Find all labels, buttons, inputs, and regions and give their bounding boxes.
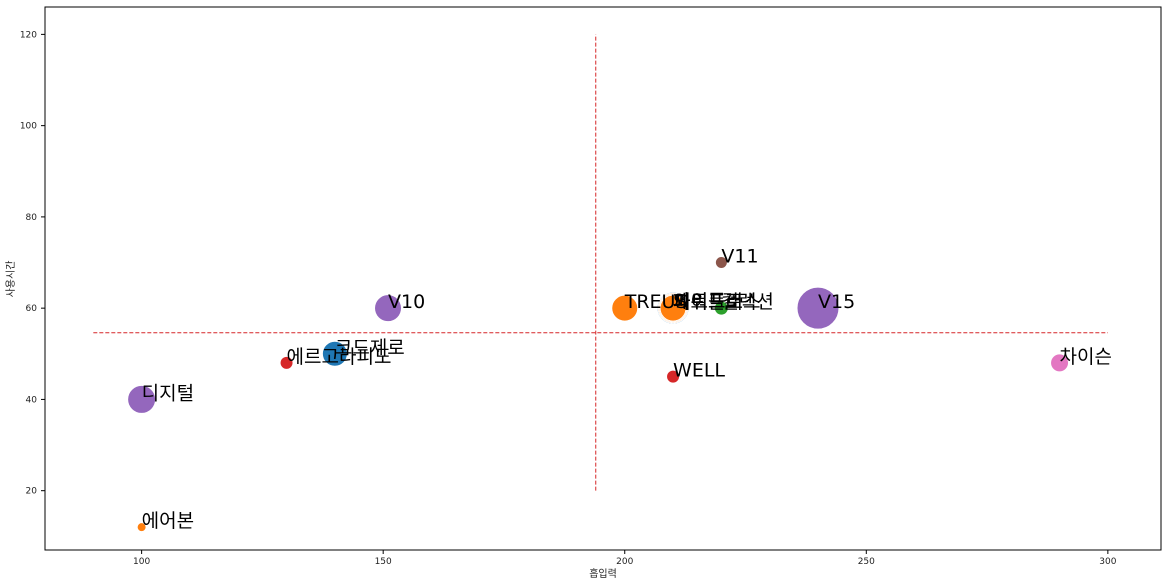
- point-label: 차이슨: [1060, 346, 1112, 368]
- point-label: 제트: [673, 291, 708, 313]
- x-axis-ticks: 100 150 200 250 300: [133, 550, 1117, 567]
- x-tick-label: 200: [616, 557, 633, 567]
- point-label: V10: [388, 291, 425, 313]
- data-point: [796, 286, 840, 330]
- y-axis-ticks: 20 40 60 80 100 120: [20, 30, 45, 497]
- x-axis-title: 흡입력: [589, 567, 617, 580]
- data-point: [714, 256, 728, 270]
- point-label: 에어본: [142, 510, 194, 532]
- point-label: WELL: [673, 360, 725, 382]
- data-point: [1050, 353, 1070, 373]
- y-tick-label: 40: [26, 395, 38, 405]
- plot-frame: [44, 6, 1162, 551]
- point-label: 코드제로: [335, 337, 405, 359]
- data-point: [374, 294, 403, 323]
- point-label: TREUS: [624, 291, 688, 313]
- scatter-points: [127, 256, 1070, 533]
- data-point: [127, 384, 157, 414]
- y-tick-label: 60: [26, 304, 38, 314]
- x-tick-label: 150: [375, 557, 392, 567]
- x-tick-label: 300: [1099, 557, 1116, 567]
- y-tick-label: 80: [26, 213, 38, 223]
- y-tick-label: 100: [20, 122, 37, 132]
- point-label: V15: [818, 291, 855, 313]
- point-label: 와이드: [673, 291, 725, 313]
- point-label: 파워플러스: [673, 291, 760, 313]
- point-label: 컬렉션: [721, 291, 773, 313]
- data-point: [659, 294, 687, 322]
- point-label: 파워프로: [673, 291, 743, 313]
- data-point: [136, 522, 147, 533]
- reference-lines: [93, 34, 1108, 491]
- point-label: 디지털: [142, 382, 194, 404]
- y-tick-label: 120: [20, 30, 37, 40]
- y-axis-title: 사용시간: [5, 261, 17, 298]
- data-point: [666, 369, 681, 384]
- point-label: 에르고라피도: [287, 346, 392, 368]
- y-tick-label: 20: [26, 487, 38, 497]
- point-label: V11: [721, 246, 758, 268]
- data-point: [279, 355, 294, 370]
- data-point: [321, 340, 348, 367]
- x-tick-label: 250: [858, 557, 875, 567]
- x-tick-label: 100: [133, 557, 150, 567]
- data-point: [611, 294, 639, 322]
- data-point: [713, 300, 729, 316]
